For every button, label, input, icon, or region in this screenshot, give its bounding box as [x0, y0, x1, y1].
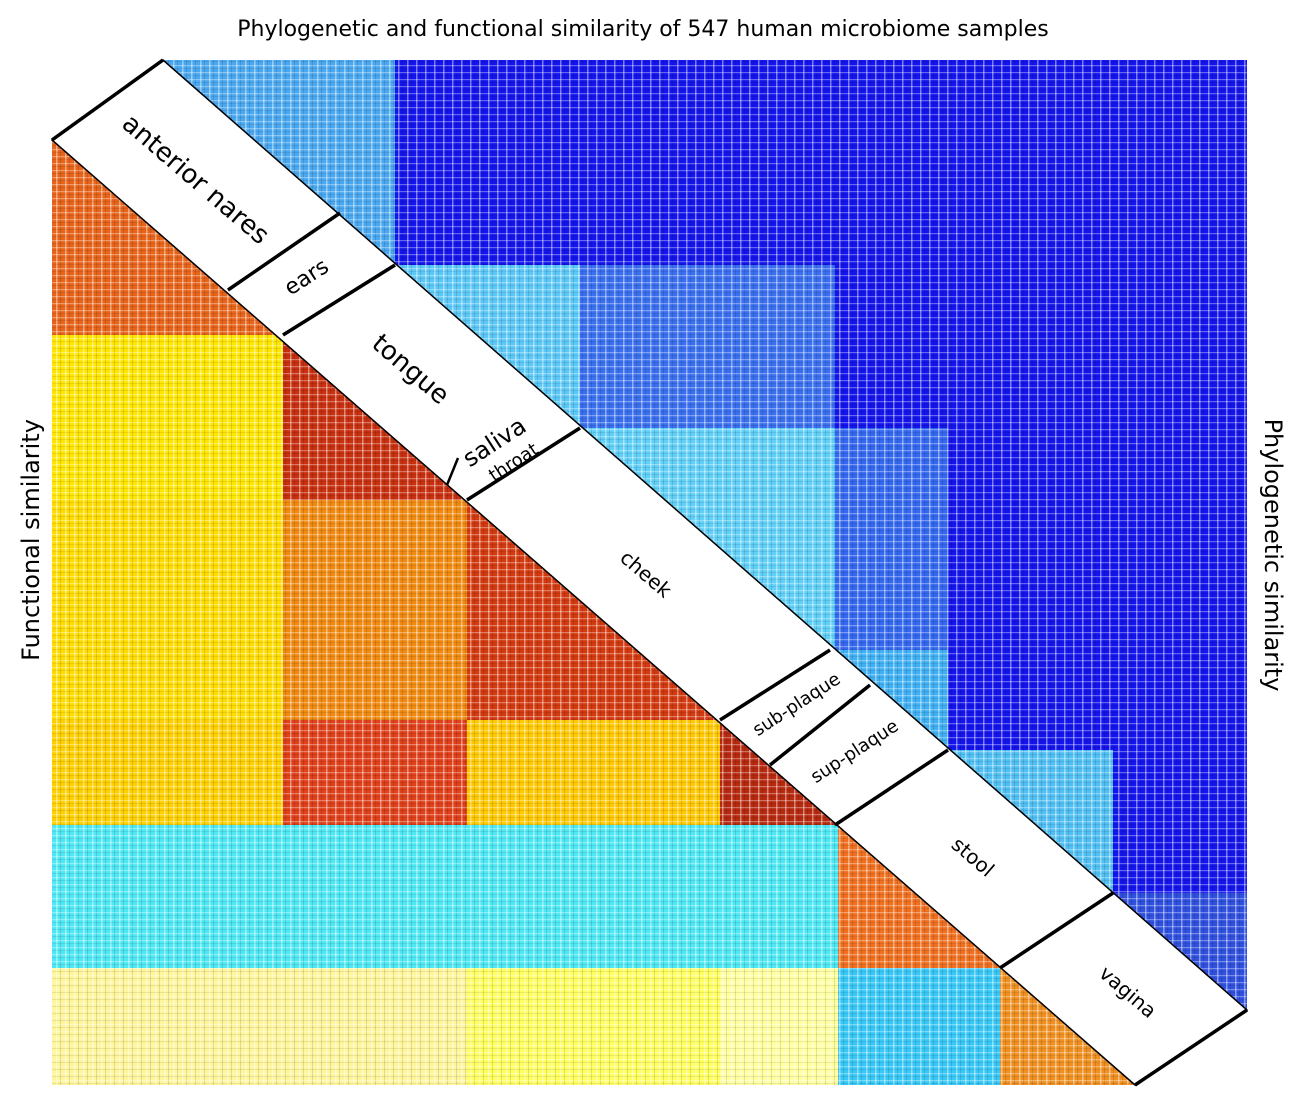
right-axis-label: Phylogenetic similarity — [1259, 419, 1287, 692]
left-axis-label: Functional similarity — [17, 419, 45, 661]
separators — [50, 58, 1248, 1087]
title: Phylogenetic and functional similarity o… — [237, 17, 1048, 42]
